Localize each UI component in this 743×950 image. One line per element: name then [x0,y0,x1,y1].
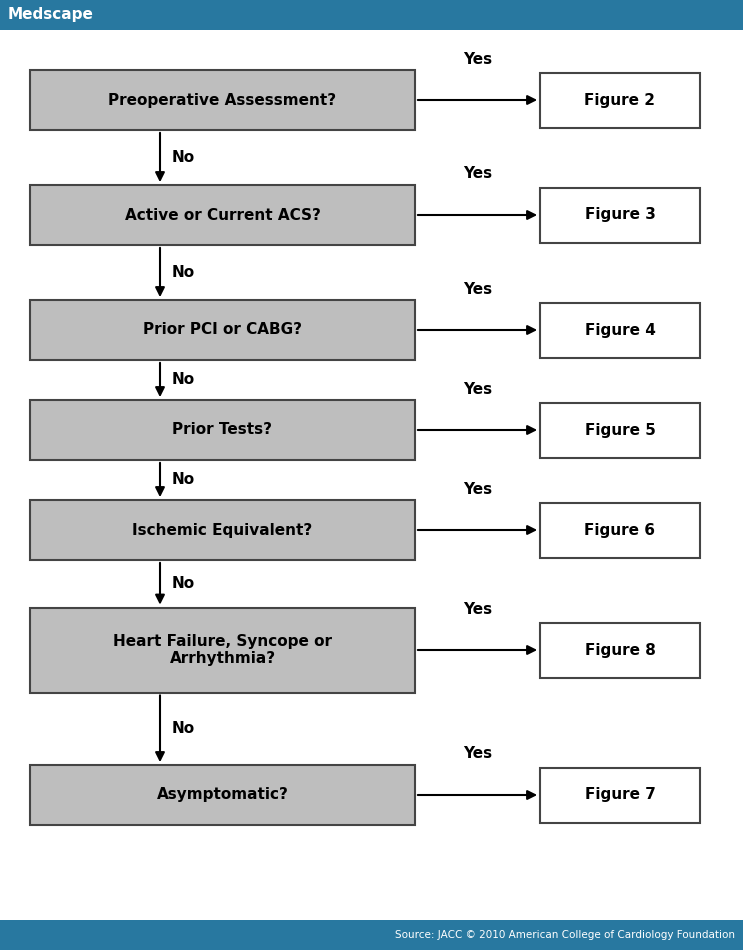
Text: Figure 7: Figure 7 [585,788,655,803]
Text: Active or Current ACS?: Active or Current ACS? [125,207,320,222]
Bar [540,768,700,823]
Bar [540,503,700,558]
Text: Yes: Yes [463,601,492,617]
Text: No: No [172,721,195,736]
Bar [30,607,415,693]
Text: No: No [172,577,195,591]
Bar [0,920,743,950]
Text: Figure 5: Figure 5 [585,423,655,438]
Text: Prior PCI or CABG?: Prior PCI or CABG? [143,322,302,337]
Text: Preoperative Assessment?: Preoperative Assessment? [108,92,337,107]
Bar [540,187,700,242]
Text: Medscape: Medscape [8,8,94,23]
Text: No: No [172,150,195,165]
Text: Figure 2: Figure 2 [585,92,655,107]
Text: Asymptomatic?: Asymptomatic? [157,788,288,803]
Bar [30,70,415,130]
Bar [30,185,415,245]
Text: Source: JACC © 2010 American College of Cardiology Foundation: Source: JACC © 2010 American College of … [395,930,735,940]
Text: Ischemic Equivalent?: Ischemic Equivalent? [132,522,313,538]
Text: No: No [172,472,195,487]
Bar [540,622,700,677]
Text: No: No [172,265,195,280]
Bar [0,0,743,30]
Text: Yes: Yes [463,382,492,396]
Bar [30,400,415,460]
Text: Figure 3: Figure 3 [585,207,655,222]
Text: No: No [172,372,195,388]
Text: Figure 8: Figure 8 [585,642,655,657]
Text: Heart Failure, Syncope or
Arrhythmia?: Heart Failure, Syncope or Arrhythmia? [113,634,332,666]
Bar [30,300,415,360]
Text: Yes: Yes [463,166,492,181]
Bar [30,765,415,825]
Text: Figure 6: Figure 6 [585,522,655,538]
Text: Yes: Yes [463,482,492,497]
Text: Yes: Yes [463,281,492,296]
Bar [540,302,700,357]
Text: Figure 4: Figure 4 [585,322,655,337]
Bar [30,500,415,560]
Text: Prior Tests?: Prior Tests? [172,423,273,438]
Bar [540,403,700,458]
Bar [540,72,700,127]
Text: Yes: Yes [463,747,492,762]
Text: Yes: Yes [463,51,492,66]
